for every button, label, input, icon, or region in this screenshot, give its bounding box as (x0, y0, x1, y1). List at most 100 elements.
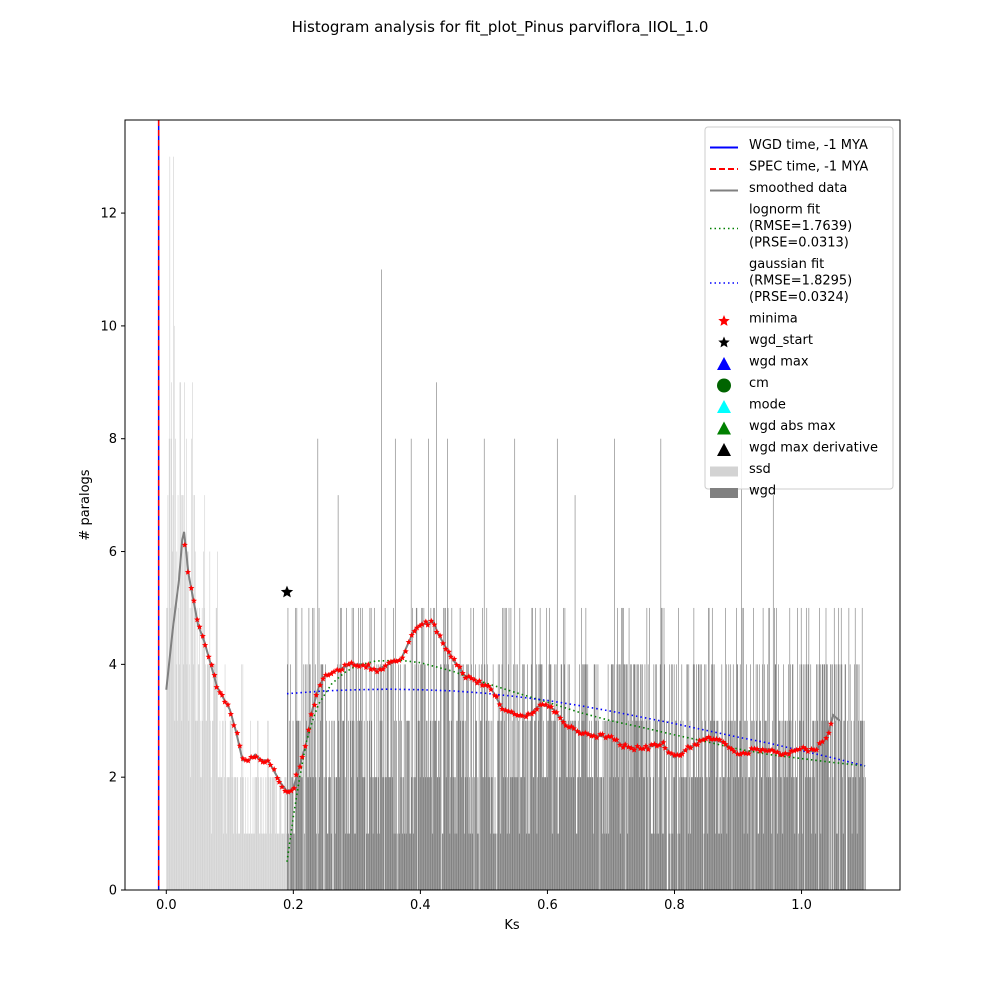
wgd-bar (837, 664, 839, 890)
legend-entry: smoothed data (710, 181, 847, 196)
wgd-bar (526, 833, 528, 890)
wgd-bar (691, 777, 692, 890)
ssd-bar (238, 833, 240, 890)
wgd-bar (565, 720, 566, 890)
ssd-bar (212, 720, 213, 890)
minima-marker (602, 734, 609, 741)
wgd-bar (405, 833, 407, 890)
wgd-bar (735, 720, 737, 890)
wgd-bar (295, 607, 296, 890)
wgd-bar (788, 720, 790, 890)
wgd-bar (647, 664, 649, 890)
wgd-bar (447, 438, 448, 890)
minima-marker (734, 750, 741, 757)
wgd-bar (518, 833, 520, 890)
wgd-bar (367, 720, 368, 890)
wgd-bar (806, 664, 808, 890)
wgd-bar (856, 833, 858, 890)
wgd-bar (407, 720, 409, 890)
wgd-bar (305, 664, 307, 890)
wgd-bar (562, 720, 564, 890)
wgd-bar (790, 664, 791, 890)
wgd-bar (588, 777, 590, 890)
wgd-bar (290, 833, 292, 890)
y-tick-label: 2 (109, 771, 117, 786)
minima-marker (194, 616, 201, 623)
wgd-bar (673, 664, 675, 890)
ssd-bar (254, 777, 256, 890)
minima-marker (713, 735, 720, 742)
minima-marker (608, 733, 615, 740)
wgd-bar (784, 777, 786, 890)
wgd-bar (368, 833, 369, 890)
wgd-bar (825, 607, 827, 890)
wgd-bar (687, 664, 688, 890)
wgd-bar (707, 833, 709, 890)
wgd-bar (674, 777, 676, 890)
wgd-bar (505, 777, 507, 890)
wgd-bar (573, 777, 575, 890)
minima-marker (408, 631, 415, 638)
wgd-bar (552, 720, 554, 890)
minima-marker (674, 751, 681, 758)
legend-label: wgd abs max (749, 419, 836, 434)
minima-markers (181, 541, 835, 795)
wgd-bar (826, 664, 827, 890)
wgd-bar (590, 777, 592, 890)
wgd-bar (359, 720, 361, 890)
wgd-bar (603, 777, 604, 890)
wgd-bar (668, 720, 669, 890)
minima-marker (345, 661, 352, 668)
minima-marker (236, 742, 243, 749)
wgd-bar (411, 777, 413, 890)
ssd-bar (191, 438, 192, 890)
wgd-bar (433, 720, 435, 890)
minima-marker (442, 645, 449, 652)
wgd-bar (641, 720, 643, 890)
wgd-bar (789, 607, 791, 890)
wgd-bar (638, 664, 639, 890)
wgd-bar (419, 777, 421, 890)
minima-marker (348, 659, 355, 666)
ssd-bar (234, 777, 236, 890)
wgd-bar (336, 777, 338, 890)
wgd-bar (833, 607, 835, 890)
wgd-bar (811, 777, 813, 890)
ssd-bar (186, 664, 188, 890)
wgd-bar (375, 777, 376, 890)
wgd-bar (795, 777, 797, 890)
ssd-bar (207, 664, 209, 890)
wgd-bar (480, 720, 482, 890)
minima-marker (196, 623, 203, 630)
legend-entry: wgd (710, 484, 776, 499)
wgd-bar (593, 664, 595, 890)
ssd-bar (243, 833, 245, 890)
wgd-bar (542, 720, 544, 890)
wgd-bar (362, 777, 364, 890)
ssd-bar (274, 777, 275, 890)
ssd-bar (255, 777, 256, 890)
wgd-bar (351, 777, 352, 890)
legend-label: wgd_start (749, 333, 813, 348)
ssd-bar (249, 833, 251, 890)
wgd-bar (713, 720, 714, 890)
wgd-bar (756, 720, 758, 890)
wgd-bar (459, 607, 461, 890)
wgd-bar (836, 833, 838, 890)
y-tick-label: 8 (109, 432, 117, 447)
wgd-bar (855, 777, 857, 890)
ssd-bar (201, 777, 202, 890)
wgd-bar (635, 720, 636, 890)
wgd-bar (711, 607, 713, 890)
wgd-bar (524, 777, 526, 890)
wgd-bar (668, 833, 670, 890)
wgd-bar (444, 607, 446, 890)
wgd-bar (527, 664, 528, 890)
minima-marker (328, 670, 335, 677)
minima-marker (530, 708, 537, 715)
ssd-bar (179, 382, 181, 890)
ssd-bar (187, 551, 188, 890)
wgd-bar (398, 833, 400, 890)
wgd-bar (309, 664, 311, 890)
wgd-bar (720, 833, 722, 890)
